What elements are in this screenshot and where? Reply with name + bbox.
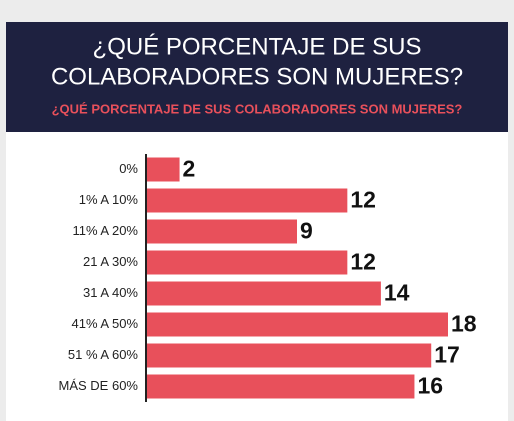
- chart-subtitle: ¿QUÉ PORCENTAJE DE SUS COLABORADORES SON…: [52, 101, 463, 116]
- value-label: 16: [417, 373, 443, 399]
- value-label: 17: [434, 342, 460, 368]
- bar: [147, 281, 381, 306]
- y-tick-label: 0%: [119, 161, 138, 176]
- bar: [147, 219, 297, 244]
- bar: [147, 374, 415, 399]
- bar: [147, 188, 348, 213]
- header: [6, 22, 508, 132]
- y-tick-label: 51 % A 60%: [68, 347, 139, 362]
- chart-title: COLABORADORES SON MUJERES?: [51, 63, 463, 90]
- y-tick-label: MÁS DE 60%: [59, 378, 139, 393]
- chart-title: ¿QUÉ PORCENTAJE DE SUS: [93, 33, 422, 60]
- plot-panel: [6, 132, 508, 421]
- value-label: 18: [451, 311, 477, 337]
- value-label: 9: [300, 218, 313, 244]
- y-tick-label: 21 A 30%: [83, 254, 138, 269]
- value-label: 12: [350, 249, 376, 275]
- value-label: 12: [350, 187, 376, 213]
- y-tick-label: 31 A 40%: [83, 285, 138, 300]
- y-tick-label: 11% A 20%: [72, 223, 138, 238]
- value-label: 2: [183, 156, 196, 182]
- value-label: 14: [384, 280, 410, 306]
- y-tick-label: 41% A 50%: [72, 316, 139, 331]
- bar: [147, 250, 348, 275]
- bar: [147, 157, 180, 182]
- bar: [147, 343, 432, 368]
- y-tick-label: 1% A 10%: [79, 192, 139, 207]
- bar: [147, 312, 448, 337]
